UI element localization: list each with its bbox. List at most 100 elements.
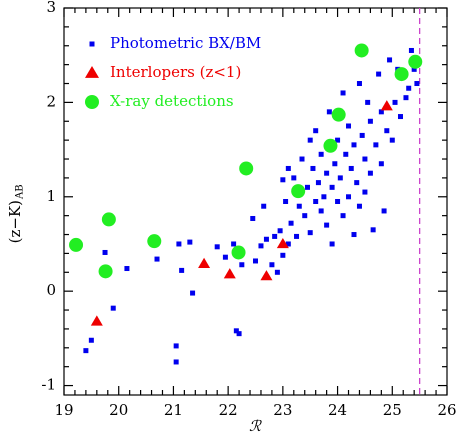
y-axis-label-sub: AB [15,184,26,200]
point [351,142,357,148]
point [269,262,275,268]
point [397,114,403,120]
point [384,128,390,134]
point [285,241,291,247]
point [222,254,228,260]
y-axis-label: (z−K) [6,200,24,243]
point [110,305,116,311]
point [214,244,220,250]
point [69,237,84,252]
point [187,239,193,245]
y-tick-label: 0 [46,281,56,299]
point [307,137,313,143]
point [101,212,116,227]
point [288,220,294,226]
y-tick-label: 3 [46,0,56,16]
point [318,208,324,214]
x-tick-label: 24 [328,401,347,419]
point [310,165,316,171]
y-tick-label: -1 [41,376,56,394]
point [154,256,160,262]
point [367,170,373,176]
point [346,194,352,200]
point [231,241,237,247]
point [324,222,330,228]
point [190,290,196,296]
point [348,165,354,171]
y-axis-label-group: (z−K) AB [6,184,26,243]
x-tick-label: 26 [437,401,456,419]
point [291,184,306,199]
x-tick-label: 20 [109,401,128,419]
point [272,233,278,239]
point [296,203,302,209]
x-axis-label: ℛ [249,417,262,435]
point [321,194,327,200]
x-tick-label: 22 [219,401,238,419]
point [233,328,239,334]
point [313,199,319,204]
point [250,215,256,221]
point [176,241,182,247]
point [315,180,321,186]
point [346,123,352,129]
point [329,184,335,190]
point [102,249,108,255]
point [337,175,343,181]
point [370,227,376,233]
point [179,267,185,273]
point [381,208,387,214]
legend-marker [89,41,95,47]
point [283,199,289,204]
x-tick-label: 23 [273,401,292,419]
x-tick-label: 19 [54,401,73,419]
point [88,337,94,343]
point [173,359,179,365]
point [406,85,412,91]
point [380,100,393,111]
point [313,128,319,134]
point [274,269,280,275]
point [354,43,369,58]
point [304,184,310,190]
point [340,90,346,96]
point [331,107,346,122]
x-tick-label: 21 [164,401,183,419]
point [280,177,286,183]
point [378,161,384,167]
point [239,262,245,268]
point [239,161,254,176]
point [253,258,258,264]
point [332,161,338,167]
point [373,142,379,148]
point [323,138,338,153]
legend-marker [85,95,99,109]
point [307,230,313,236]
point [378,109,384,115]
point [124,266,130,272]
point [299,156,305,162]
point [408,54,423,69]
point [335,199,341,204]
point [392,99,398,105]
point [326,109,332,115]
legend-label: Interlopers (z<1) [110,63,241,81]
point [394,67,409,82]
point [291,175,297,181]
point [365,99,371,105]
point [280,252,286,258]
point [223,268,236,279]
point [258,243,264,249]
point [414,81,420,87]
point [343,151,349,157]
point [324,170,330,176]
point [356,203,362,209]
point [389,137,395,143]
point [387,57,393,63]
y-tick-label: 1 [46,187,56,205]
point [340,213,346,219]
point [329,241,335,247]
legend-label: Photometric BX/BM [110,34,261,52]
point [236,331,242,337]
